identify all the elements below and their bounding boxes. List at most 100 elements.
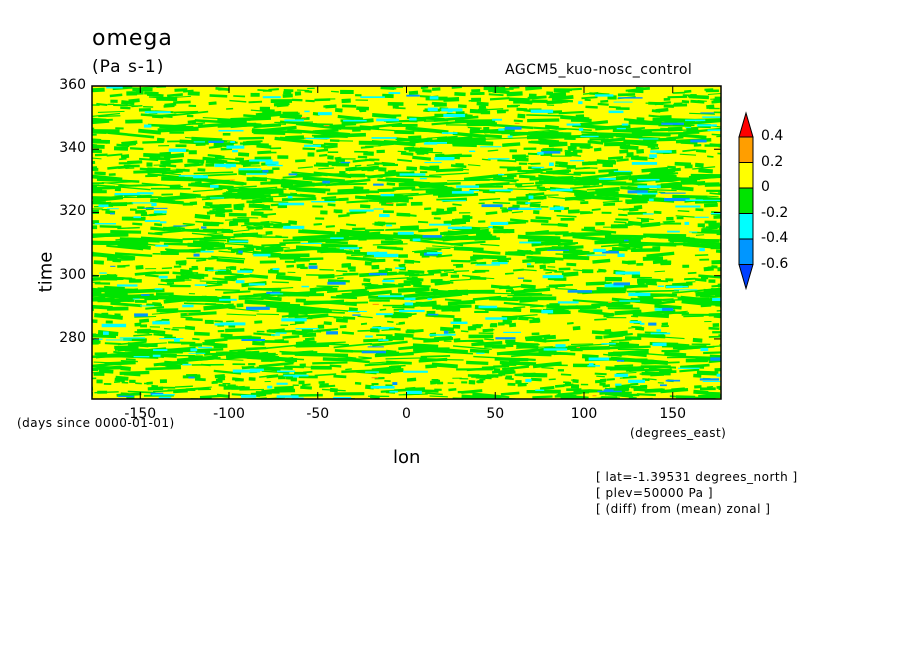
field-patch-negative — [577, 192, 595, 197]
field-patch-strong-negative — [283, 374, 309, 377]
field-patch-negative — [108, 173, 116, 176]
field-patch-negative — [476, 231, 491, 236]
field-patch-negative — [491, 345, 506, 349]
field-patch-strong-negative — [178, 175, 204, 177]
field-patch-negative — [201, 197, 211, 201]
field-patch-negative — [572, 235, 613, 242]
field-patch-negative — [527, 95, 547, 100]
field-patch-strong-negative — [267, 385, 273, 389]
field-patch-strong-negative — [238, 168, 262, 171]
field-patch-negative — [259, 375, 269, 378]
field-patch-strong-negative — [159, 338, 184, 340]
field-patch-negative — [517, 184, 540, 188]
field-patch-negative — [704, 321, 712, 323]
field-patch-negative — [159, 363, 179, 368]
field-patch-negative — [92, 160, 96, 165]
field-patch-negative — [345, 368, 352, 371]
field-patch-negative — [679, 368, 700, 373]
field-patch-strong-negative — [444, 333, 456, 336]
field-patch-strong-negative — [168, 148, 186, 152]
field-patch-negative — [71, 163, 78, 166]
field-patch-negative — [608, 105, 621, 109]
field-patch-negative — [174, 385, 193, 388]
field-patch-negative — [222, 192, 233, 195]
field-patch-negative — [744, 337, 761, 340]
field-patch-negative — [358, 140, 393, 146]
field-patch-negative — [647, 378, 657, 381]
field-patch-negative — [665, 347, 699, 352]
x-tick-label: 100 — [570, 406, 598, 422]
field-patch-negative — [692, 166, 716, 170]
field-patch-negative — [173, 100, 191, 104]
field-patch-negative — [64, 386, 79, 390]
field-patch-strong-negative — [594, 94, 614, 97]
field-patch-strong-negative — [154, 210, 167, 214]
field-patch-negative — [725, 300, 760, 308]
field-patch-negative — [249, 274, 269, 279]
field-patch-strong-negative — [398, 309, 425, 313]
field-patch-negative — [257, 89, 272, 92]
field-patch-negative — [472, 249, 501, 255]
field-patch-negative — [528, 193, 539, 196]
field-patch-strong-negative — [476, 352, 485, 354]
field-patch-negative — [391, 123, 418, 127]
field-patch-negative — [289, 310, 311, 314]
field-patch-negative — [726, 357, 752, 361]
field-patch-negative — [368, 200, 399, 203]
field-patch-negative — [637, 282, 645, 286]
field-patch-negative — [690, 173, 721, 178]
field-patch-negative — [529, 308, 542, 313]
field-patch-negative — [553, 88, 570, 93]
field-patch-negative — [425, 392, 443, 396]
field-patch-negative — [196, 273, 205, 276]
field-patch-negative — [558, 176, 572, 181]
field-patch-strong-negative — [190, 348, 198, 352]
field-patch-negative — [470, 127, 480, 131]
field-patch-strong-negative — [262, 170, 269, 173]
field-patch-negative — [215, 289, 240, 292]
field-patch-negative — [730, 175, 781, 180]
field-patch-negative — [169, 284, 191, 288]
field-patch-negative — [265, 231, 273, 235]
field-patch-negative — [585, 105, 598, 109]
field-patch-negative — [190, 386, 212, 390]
field-patch-strong-negative — [480, 146, 502, 148]
field-patch-negative — [600, 396, 618, 399]
field-patch-negative — [295, 187, 326, 194]
field-patch-negative — [478, 105, 487, 110]
field-patch-negative — [631, 274, 641, 279]
field-patch-negative — [143, 106, 154, 108]
field-patch-negative — [398, 344, 428, 351]
field-patch-negative — [663, 311, 689, 315]
field-patch-negative — [616, 158, 629, 162]
field-patch-negative — [517, 314, 538, 317]
field-patch-negative — [487, 108, 504, 111]
field-patch-strong-negative — [447, 109, 453, 113]
field-patch-negative — [541, 223, 561, 226]
field-patch-negative — [387, 102, 404, 106]
field-patch-negative — [134, 322, 142, 327]
field-patch-negative — [485, 137, 532, 140]
field-patch-negative — [214, 320, 223, 323]
field-patch-strong-negative — [677, 286, 688, 288]
field-patch-negative — [447, 382, 454, 384]
field-patch-negative — [645, 102, 660, 105]
field-patch-negative — [417, 103, 428, 106]
field-patch-negative — [196, 258, 207, 262]
x-tick-label: -100 — [213, 406, 245, 422]
field-patch-negative — [208, 145, 223, 149]
field-patch-negative — [233, 95, 246, 98]
field-patch-strong-negative — [174, 338, 180, 342]
colorbar-label: 0.2 — [761, 153, 784, 170]
field-patch-negative — [418, 220, 429, 224]
field-patch-negative — [219, 375, 226, 378]
field-patch-negative — [639, 276, 652, 279]
field-patch-negative — [248, 203, 265, 209]
field-patch-negative — [161, 122, 206, 128]
field-patch-negative — [722, 193, 733, 197]
field-patch-strong-negative — [447, 226, 472, 230]
field-patch-negative — [83, 106, 92, 110]
field-patch-strong-negative — [378, 339, 389, 341]
field-patch-strong-negative — [308, 265, 318, 269]
field-patch-negative — [619, 149, 629, 154]
